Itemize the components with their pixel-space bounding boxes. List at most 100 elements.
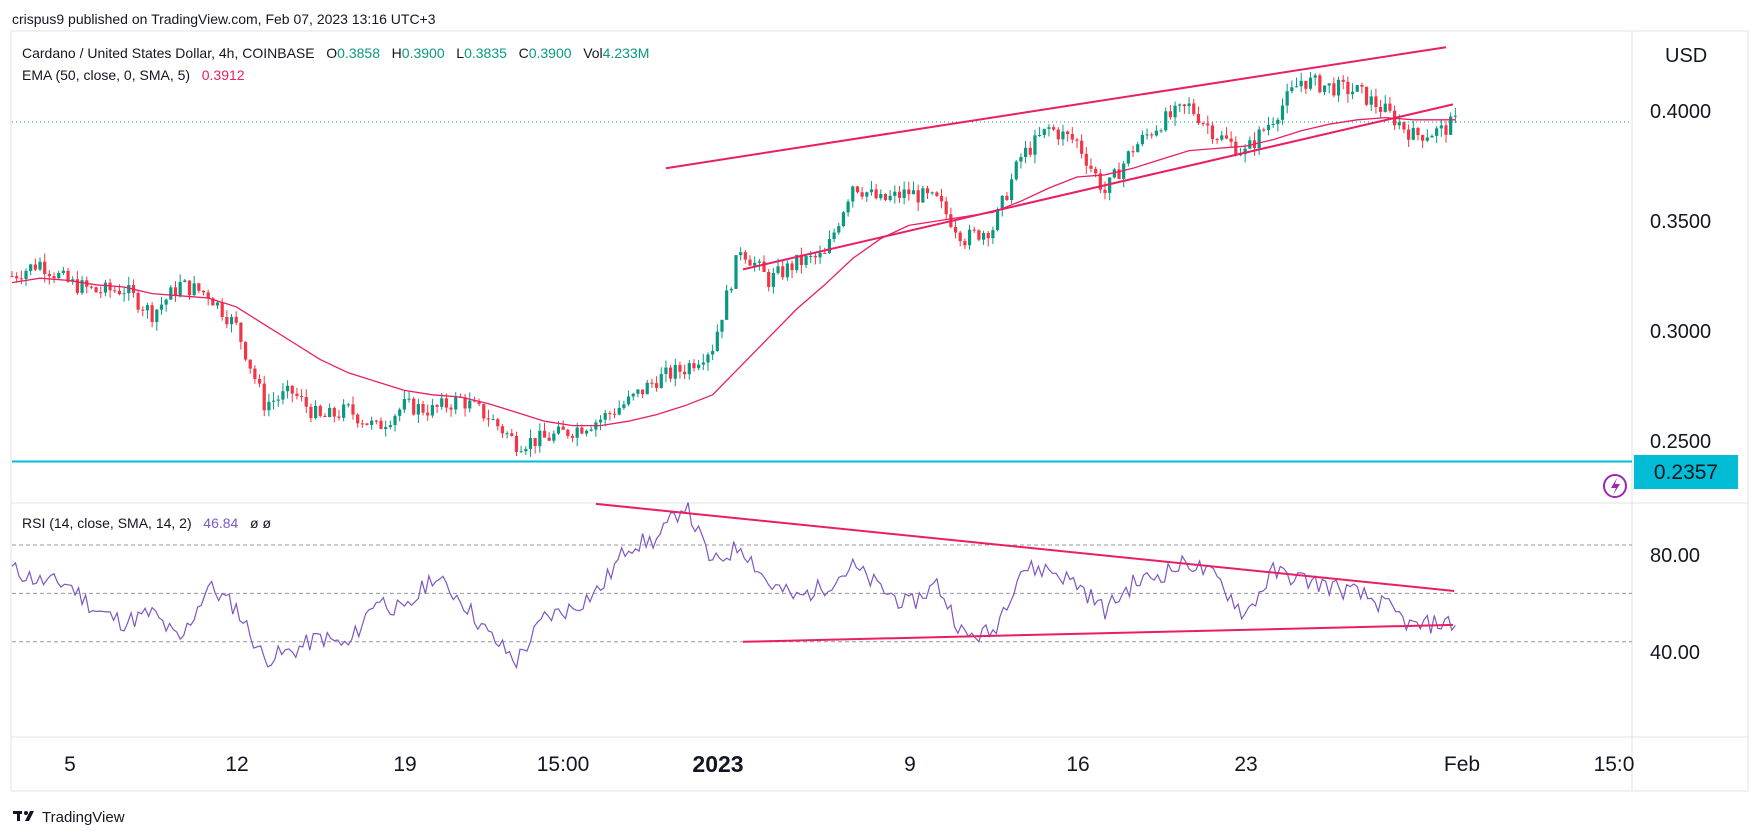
candle-body [173,287,178,296]
candle-body [1453,115,1457,117]
candle-body [790,263,794,271]
candle-body [472,400,477,402]
candle-body [141,309,145,311]
candle-body [725,290,729,320]
candle-body [636,389,640,394]
price-axis-tick: 0.2500 [1650,431,1711,453]
time-axis-label: 5 [64,753,76,776]
candle-body [1033,135,1037,155]
candle-body [1430,135,1434,138]
candle-body [1215,139,1219,141]
price-trendline [665,46,1447,170]
candle-body [24,270,28,280]
candle-body [1103,189,1107,193]
candle-body [1061,131,1065,140]
candle-body [318,405,322,416]
candle-body [1187,103,1191,107]
candle-body [15,276,19,279]
candle-body [482,404,486,419]
candle-body [1131,151,1135,153]
candle-body [598,419,603,423]
candle-body [888,195,892,201]
candle-body [1056,129,1060,140]
candle-body [1192,103,1196,115]
candle-body [211,298,215,306]
symbol-title[interactable]: Cardano / United States Dollar, 4h, COIN… [22,45,315,61]
candle-body [930,192,934,194]
candle-body [1042,128,1046,136]
candle-body [304,396,308,407]
candle-body [351,404,355,415]
rsi-pane[interactable] [11,502,1632,670]
candle-body [556,426,561,434]
candle-body [837,226,841,233]
rsi-label: RSI (14, close, SMA, 14, 2) [22,515,192,531]
candle-body [323,415,327,418]
rsi-legend[interactable]: RSI (14, close, SMA, 14, 2) 46.84 ø ø [22,515,271,531]
candle-body [1341,79,1345,82]
candle-body [99,292,103,294]
candle-body [617,407,621,415]
candle-body [370,420,374,425]
candle-body [1327,83,1331,86]
open-label: O [326,45,338,61]
candle-body [1383,103,1387,112]
alert-lightning-icon[interactable] [1603,474,1627,498]
time-axis-label-year: 2023 [692,751,743,777]
candle-body [346,404,350,406]
candle-body [533,437,537,447]
candle-body [388,425,392,428]
candle-body [257,378,262,384]
candle-body [939,195,944,202]
candle-body [314,405,318,419]
candle-body [1117,169,1121,179]
candle-body [145,305,150,311]
rsi-trendline [742,623,1454,643]
candle-body [762,261,766,272]
candle-body [757,261,761,263]
candle-body [1308,77,1313,89]
candle-body [1206,123,1210,126]
candle-body [1290,87,1294,92]
candle-body [855,186,860,193]
candle-body [1355,85,1359,92]
price-axis-tick: 0.3000 [1650,321,1711,343]
candle-body [1136,144,1140,153]
publish-author[interactable]: crispus9 [12,11,65,27]
rsi-value: 46.84 [203,515,239,531]
tradingview-logo-icon [13,811,34,821]
candle-body [958,232,962,242]
ema-legend[interactable]: EMA (50, close, 0, SMA, 5) 0.3912 [22,67,245,83]
high-value: 0.3900 [401,45,445,61]
candle-body [1243,148,1247,155]
candle-body [874,189,878,199]
candle-body [897,191,902,198]
candle-body [248,359,252,369]
close-value: 0.3900 [528,45,572,61]
candle-body [1080,140,1084,154]
candle-body [902,189,906,198]
candle-body [454,396,458,410]
candle-body [229,316,234,325]
candle-body [631,393,635,397]
candle-body [748,259,752,266]
footer-brand[interactable]: TradingView [42,809,125,826]
candle-body [603,413,607,420]
candle-body [1294,86,1299,88]
candle-body [1449,116,1453,135]
candle-body [169,287,173,300]
publish-line: crispus9 published on TradingView.com, F… [12,11,436,27]
candle-body [393,415,397,426]
candle-body [995,209,1000,231]
candle-body [869,189,874,193]
candle-body [510,433,514,436]
candle-body [711,350,715,355]
candle-body [271,400,276,402]
candle-body [155,309,159,323]
low-label: L [456,45,465,61]
candle-body [239,322,243,342]
candle-body [1196,114,1201,124]
candle-body [575,427,579,438]
price-pane[interactable] [10,46,1632,463]
